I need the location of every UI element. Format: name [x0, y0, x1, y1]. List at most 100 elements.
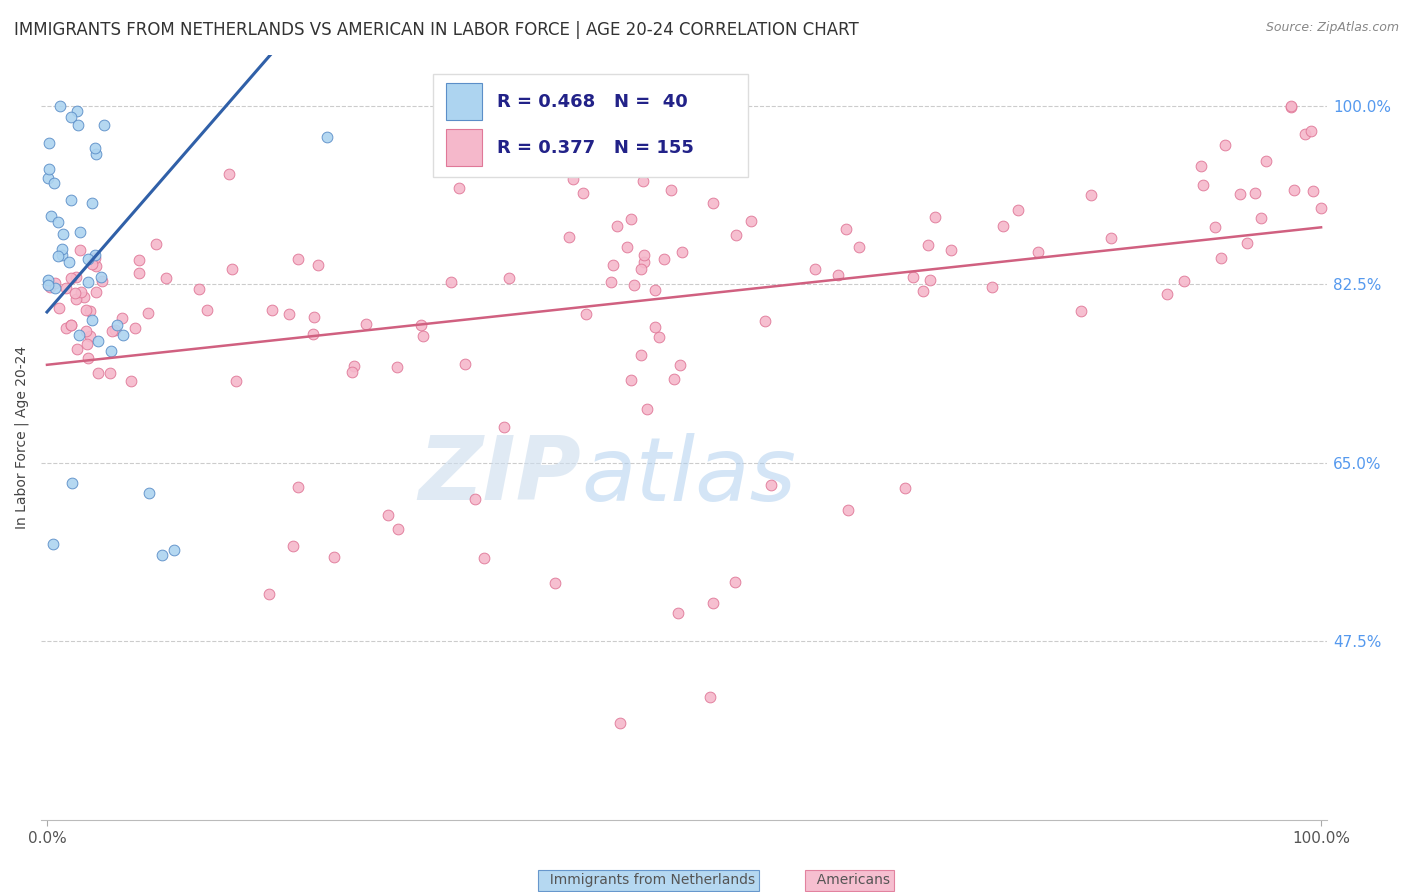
Text: Immigrants from Netherlands: Immigrants from Netherlands	[541, 873, 755, 888]
Point	[377, 508, 399, 522]
Point	[616, 240, 638, 254]
Point	[671, 245, 693, 260]
Point	[1213, 137, 1236, 152]
Text: R = 0.377   N = 155: R = 0.377 N = 155	[498, 138, 695, 157]
Point	[281, 539, 304, 553]
Point	[83, 140, 105, 154]
Point	[652, 252, 675, 267]
Point	[66, 343, 89, 357]
Point	[917, 238, 939, 252]
Point	[1279, 99, 1302, 113]
Point	[287, 252, 309, 266]
Point	[67, 328, 90, 343]
Point	[575, 307, 598, 321]
Point	[754, 314, 776, 328]
Point	[1250, 211, 1272, 226]
Point	[342, 365, 364, 379]
Point	[659, 183, 682, 197]
Point	[112, 328, 135, 343]
Point	[1189, 160, 1212, 174]
Point	[84, 251, 107, 265]
Point	[918, 273, 941, 287]
Point	[411, 318, 433, 333]
Point	[453, 358, 475, 372]
Point	[602, 258, 624, 272]
Point	[60, 318, 83, 333]
Point	[623, 278, 645, 293]
Point	[1007, 202, 1029, 217]
Point	[105, 318, 128, 333]
Point	[259, 587, 281, 601]
Point	[75, 302, 97, 317]
Point	[301, 327, 323, 342]
Point	[620, 212, 643, 227]
Point	[1229, 187, 1251, 202]
Point	[387, 522, 409, 536]
Point	[46, 249, 69, 263]
Point	[83, 248, 105, 262]
Point	[1282, 183, 1305, 197]
Point	[77, 276, 100, 290]
Point	[262, 302, 284, 317]
Point	[492, 419, 515, 434]
Point	[837, 502, 859, 516]
Text: IMMIGRANTS FROM NETHERLANDS VS AMERICAN IN LABOR FORCE | AGE 20-24 CORRELATION C: IMMIGRANTS FROM NETHERLANDS VS AMERICAN …	[14, 21, 859, 38]
Point	[37, 170, 59, 185]
FancyBboxPatch shape	[433, 74, 748, 178]
Point	[631, 173, 654, 187]
Point	[630, 261, 652, 276]
Point	[100, 343, 122, 358]
Point	[75, 325, 97, 339]
Point	[37, 273, 59, 287]
Point	[111, 310, 134, 325]
Point	[447, 180, 470, 194]
Point	[1279, 100, 1302, 114]
Point	[39, 280, 62, 294]
Point	[572, 186, 595, 201]
Point	[44, 176, 66, 190]
Point	[1299, 124, 1322, 138]
Point	[761, 478, 783, 492]
Point	[55, 281, 77, 295]
Point	[606, 219, 628, 233]
Point	[46, 215, 69, 229]
Point	[80, 257, 103, 271]
Point	[412, 328, 434, 343]
Point	[648, 330, 671, 344]
Point	[128, 253, 150, 268]
Point	[498, 271, 520, 285]
Point	[322, 550, 344, 565]
Point	[1080, 187, 1102, 202]
Point	[1254, 154, 1277, 169]
Point	[664, 372, 686, 386]
Point	[93, 118, 115, 132]
Point	[981, 280, 1004, 294]
Point	[1236, 236, 1258, 251]
Point	[1070, 303, 1092, 318]
Point	[49, 99, 72, 113]
Point	[59, 318, 82, 332]
Point	[195, 303, 218, 318]
Point	[287, 480, 309, 494]
Point	[633, 248, 655, 262]
Point	[59, 110, 82, 124]
Point	[619, 373, 641, 387]
Point	[66, 118, 89, 132]
Point	[439, 276, 461, 290]
Point	[79, 328, 101, 343]
Point	[48, 301, 70, 315]
Point	[44, 281, 66, 295]
Point	[387, 359, 409, 374]
Point	[55, 321, 77, 335]
Point	[1173, 274, 1195, 288]
Point	[827, 268, 849, 282]
Point	[86, 366, 108, 380]
Point	[80, 195, 103, 210]
Point	[472, 551, 495, 566]
Text: ZIP: ZIP	[419, 432, 581, 519]
Point	[848, 240, 870, 254]
Point	[633, 255, 655, 269]
Point	[558, 230, 581, 244]
Point	[87, 334, 110, 348]
Point	[225, 375, 247, 389]
